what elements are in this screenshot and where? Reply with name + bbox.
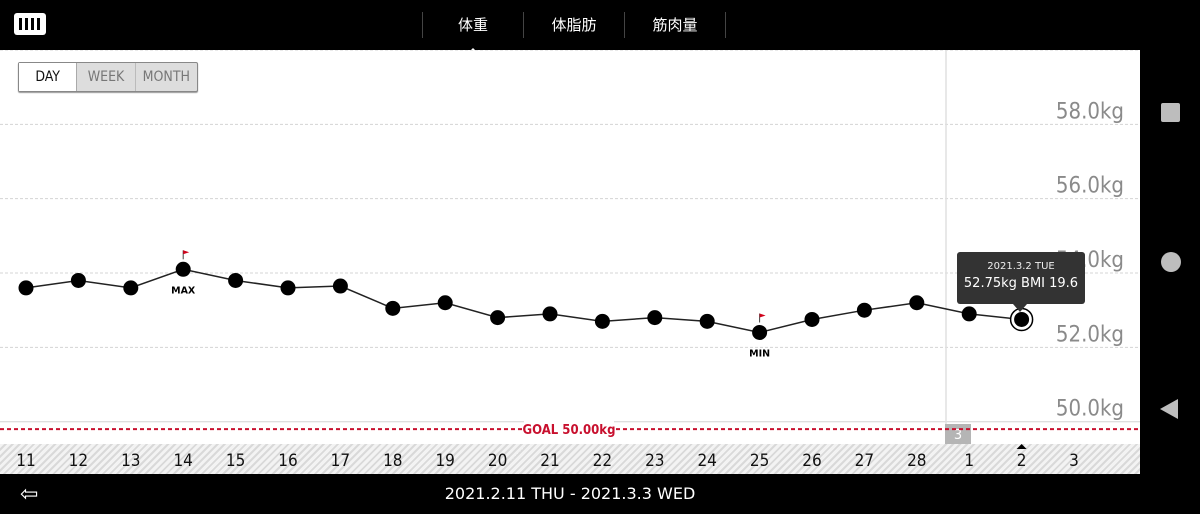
min-label: MIN bbox=[749, 348, 770, 359]
data-point bbox=[594, 313, 610, 329]
range-month-button[interactable]: MONTH bbox=[142, 69, 191, 85]
max-flag-icon bbox=[183, 250, 190, 255]
footer: ⇦ 2021.2.11 THU - 2021.3.3 WED bbox=[0, 474, 1140, 514]
data-point bbox=[18, 280, 34, 296]
x-tick-label: 24 bbox=[697, 451, 716, 471]
x-tick-label: 25 bbox=[750, 451, 769, 471]
goal-label: GOAL 50.00kg bbox=[523, 423, 616, 438]
min-flag-icon bbox=[759, 313, 766, 318]
month-badge-label: 3 bbox=[954, 428, 962, 443]
y-tick-label: 56.0kg bbox=[1056, 174, 1124, 199]
data-point bbox=[175, 261, 191, 277]
chart-plot: 50.0kg52.0kg54.0kg56.0kg58.0kg60.0kg3GOA… bbox=[0, 50, 1140, 444]
x-tick-label: 22 bbox=[593, 451, 612, 471]
data-point bbox=[228, 272, 244, 288]
top-bar: 体重 体脂肪 筋肉量 bbox=[0, 0, 1140, 54]
tooltip-value: 52.75kg BMI 19.6 bbox=[963, 276, 1079, 291]
x-tick-label: 11 bbox=[16, 451, 35, 471]
data-point bbox=[804, 311, 820, 327]
y-tick-label: 52.0kg bbox=[1056, 322, 1124, 347]
data-point bbox=[70, 272, 86, 288]
home-icon[interactable] bbox=[1161, 252, 1181, 272]
data-point bbox=[647, 310, 663, 326]
tooltip-date: 2021.3.2 TUE bbox=[987, 261, 1055, 272]
data-point bbox=[123, 280, 139, 296]
x-tick-label: 14 bbox=[173, 451, 192, 471]
data-point bbox=[437, 295, 453, 311]
back-arrow-icon[interactable]: ⇦ bbox=[20, 482, 39, 507]
data-point bbox=[961, 306, 977, 322]
metric-tabs: 体重 体脂肪 筋肉量 bbox=[422, 12, 726, 54]
selected-day-caret bbox=[1016, 444, 1027, 449]
x-tick-label: 1 bbox=[964, 451, 974, 471]
x-tick-label: 27 bbox=[855, 451, 874, 471]
x-tick-label: 18 bbox=[383, 451, 402, 471]
data-point bbox=[542, 306, 558, 322]
series-line bbox=[25, 268, 1022, 334]
x-axis: 11 12 13 14 15 16 17 18 19 20 21 22 23 24 25 26 27 28 1 2 3 bbox=[0, 444, 1140, 474]
x-tick-label: 12 bbox=[69, 451, 88, 471]
goal-label-bg bbox=[524, 420, 614, 439]
data-point bbox=[332, 278, 348, 294]
x-tick-label: 19 bbox=[435, 451, 454, 471]
x-tick-label: 2 bbox=[1017, 451, 1027, 471]
x-tick-label: 3 bbox=[1069, 451, 1079, 471]
y-tick-label: 50.0kg bbox=[1056, 397, 1124, 422]
range-day-button[interactable]: DAY bbox=[19, 63, 78, 91]
range-week-button[interactable]: WEEK bbox=[77, 63, 136, 91]
recent-apps-icon[interactable] bbox=[1161, 103, 1180, 122]
data-point bbox=[909, 295, 925, 311]
month-badge bbox=[945, 424, 971, 444]
x-tick-label: 26 bbox=[802, 451, 821, 471]
data-point bbox=[1014, 311, 1030, 327]
date-range-label: 2021.2.11 THU - 2021.3.3 WED bbox=[444, 484, 696, 503]
range-selector: DAY WEEK MONTH bbox=[18, 62, 198, 92]
tab-weight[interactable]: 体重 bbox=[422, 12, 523, 54]
data-point bbox=[856, 302, 872, 318]
tab-body-fat[interactable]: 体脂肪 bbox=[523, 12, 624, 38]
x-tick-label: 17 bbox=[331, 451, 350, 471]
nav-back-icon[interactable] bbox=[1160, 399, 1178, 419]
y-tick-label: 58.0kg bbox=[1056, 99, 1124, 124]
max-label: MAX bbox=[171, 285, 196, 296]
data-point bbox=[490, 310, 506, 326]
x-tick-label: 16 bbox=[278, 451, 297, 471]
data-point bbox=[280, 280, 296, 296]
x-tick-label: 20 bbox=[488, 451, 507, 471]
data-point bbox=[385, 300, 401, 316]
x-tick-label: 21 bbox=[540, 451, 559, 471]
x-axis-labels: 11 12 13 14 15 16 17 18 19 20 21 22 23 24 25 26 27 28 1 2 3 bbox=[16, 444, 1079, 471]
selected-point-tooltip: 2021.3.2 TUE 52.75kg BMI 19.6 bbox=[957, 252, 1085, 312]
x-tick-label: 13 bbox=[121, 451, 140, 471]
x-tick-label: 28 bbox=[907, 451, 926, 471]
app-logo-icon bbox=[14, 13, 46, 35]
data-point bbox=[699, 313, 715, 329]
x-tick-label: 23 bbox=[645, 451, 664, 471]
weight-chart[interactable]: 50.0kg52.0kg54.0kg56.0kg58.0kg60.0kg3GOA… bbox=[0, 50, 1140, 444]
x-tick-label: 15 bbox=[226, 451, 245, 471]
data-point bbox=[752, 324, 768, 340]
tab-muscle-mass[interactable]: 筋肉量 bbox=[624, 12, 726, 38]
